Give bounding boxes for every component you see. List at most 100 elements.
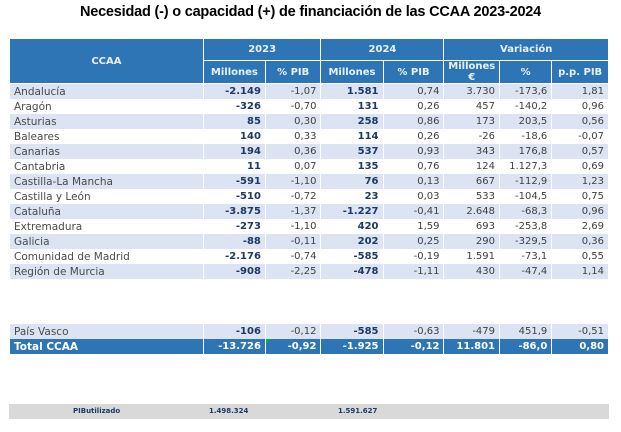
cell-p2023: -0,74: [264, 249, 322, 264]
cell-m2024: -585: [320, 324, 384, 339]
cell-m2023: -2.176: [202, 249, 266, 264]
cell-vpp: -0,51: [551, 324, 609, 339]
table-row: Cantabria 11 0,07 135 0,76 124 1.127,3 0,69: [9, 159, 609, 174]
cell-vp: 176,8: [499, 144, 553, 159]
spacer-cell: [9, 279, 609, 294]
cell-vm: 1.591: [443, 249, 501, 264]
cell-vpp: 0,75: [551, 189, 609, 204]
cell-vpp: 0,36: [551, 234, 609, 249]
cell-m2024: 1.581: [320, 83, 384, 99]
cell-vpp: 1,81: [551, 83, 609, 99]
cell-p2024: 0,03: [382, 189, 445, 204]
cell-vp: -18,6: [499, 129, 553, 144]
subheader-pib-2024: % PIB: [382, 60, 445, 84]
subheader-millones-2023: Millones: [202, 60, 266, 84]
spacer-cell: [9, 309, 609, 324]
cell-m2023: -3.875: [202, 204, 266, 219]
cell-vpp: 0,80: [551, 339, 609, 354]
cell-vpp: 0,96: [551, 204, 609, 219]
cell-ccaa-name: Castilla y León: [9, 189, 204, 204]
cell-p2023: 0,07: [264, 159, 322, 174]
cell-ccaa-name: Canarias: [9, 144, 204, 159]
cell-p2023: 0,30: [264, 114, 322, 129]
cell-vpp: 0,55: [551, 249, 609, 264]
cell-vpp: 0,57: [551, 144, 609, 159]
subheader-variacion-pct: %: [499, 60, 553, 84]
table-row: Canarias 194 0,36 537 0,93 343 176,8 0,57: [9, 144, 609, 159]
cell-p2024: -1,11: [382, 264, 445, 279]
cell-m2024: 537: [320, 144, 384, 159]
cell-vp: -173,6: [499, 83, 553, 99]
cell-vpp: 0,56: [551, 114, 609, 129]
cell-ccaa-name: Región de Murcia: [9, 264, 204, 279]
table-row: Aragón -326 -0,70 131 0,26 457 -140,2 0,96: [9, 99, 609, 114]
table-row: Baleares 140 0,33 114 0,26 -26 -18,6 -0,07: [9, 129, 609, 144]
cell-m2023: 140: [202, 129, 266, 144]
cell-vm: 124: [443, 159, 501, 174]
cell-vm: -26: [443, 129, 501, 144]
cell-m2023: 194: [202, 144, 266, 159]
table-title: Necesidad (-) o capacidad (+) de financi…: [79, 4, 542, 20]
cell-m2023: -591: [202, 174, 266, 189]
table-row: Andalucía -2.149 -1,07 1.581 0,74 3.730 -173,6…: [9, 83, 609, 99]
cell-p2024: 0,26: [382, 99, 445, 114]
cell-m2023: 85: [202, 114, 266, 129]
cell-vm: -479: [443, 324, 501, 339]
table-row: Castilla y León -510 -0,72 23 0,03 533 -104,5 0…: [9, 189, 609, 204]
cell-vp: 203,5: [499, 114, 553, 129]
cell-vp: -86,0: [499, 339, 553, 354]
cell-vpp: 1,23: [551, 174, 609, 189]
cell-m2024: 23: [320, 189, 384, 204]
subheader-pib-2023: % PIB: [264, 60, 322, 84]
cell-vpp: 2,69: [551, 219, 609, 234]
cell-p2023: 0,36: [264, 144, 322, 159]
cell-m2023: -510: [202, 189, 266, 204]
cell-vm: 430: [443, 264, 501, 279]
cell-vm: 693: [443, 219, 501, 234]
cell-p2024: -0,41: [382, 204, 445, 219]
cell-vm: 343: [443, 144, 501, 159]
pib-utilizado-2024: 1.591.627: [338, 407, 378, 415]
cell-vp: 451,9: [499, 324, 553, 339]
cell-ccaa-name: Asturias: [9, 114, 204, 129]
table-row: Galicia -88 -0,11 202 0,25 290 -329,5 0,36: [9, 234, 609, 249]
header-group-variacion: Variación: [443, 38, 609, 61]
cell-p2023: -0,70: [264, 99, 322, 114]
cell-m2024: -1.925: [320, 339, 384, 354]
cell-vm: 173: [443, 114, 501, 129]
pib-utilizado-row: PIButilizado 1.498.324 1.591.627: [9, 404, 609, 419]
cell-p2024: 0,25: [382, 234, 445, 249]
spacer-row: [9, 294, 609, 309]
cell-vm: 3.730: [443, 83, 501, 99]
cell-ccaa-name: Extremadura: [9, 219, 204, 234]
cell-m2024: -585: [320, 249, 384, 264]
cell-p2023: -1,10: [264, 219, 322, 234]
pib-utilizado-2023: 1.498.324: [209, 407, 249, 415]
cell-vm: 2.648: [443, 204, 501, 219]
cell-p2023: -2,25: [264, 264, 322, 279]
pib-utilizado-label: PIButilizado: [73, 407, 121, 415]
financing-table: CCAA 2023 2024 Variación Millones % PIB …: [9, 38, 609, 354]
cell-p2023: -0,72: [264, 189, 322, 204]
cell-ccaa-name: Galicia: [9, 234, 204, 249]
cell-vm: 533: [443, 189, 501, 204]
cell-vp: -68,3: [499, 204, 553, 219]
cell-p2024: 1,59: [382, 219, 445, 234]
cell-m2023: -13.726: [202, 339, 266, 354]
cell-p2024: -0,12: [382, 339, 445, 354]
spacer-cell: [9, 294, 609, 309]
cell-vpp: 1,14: [551, 264, 609, 279]
cell-m2024: 202: [320, 234, 384, 249]
subheader-millones-2024: Millones: [320, 60, 384, 84]
cell-p2024: 0,93: [382, 144, 445, 159]
cell-p2024: -0,63: [382, 324, 445, 339]
cell-m2024: 135: [320, 159, 384, 174]
table-row: Región de Murcia -908 -2,25 -478 -1,11 430 -47…: [9, 264, 609, 279]
table-row: Asturias 85 0,30 258 0,86 173 203,5 0,56: [9, 114, 609, 129]
cell-m2023: -908: [202, 264, 266, 279]
cell-p2023: 0,33: [264, 129, 322, 144]
cell-m2024: 131: [320, 99, 384, 114]
cell-p2024: 0,26: [382, 129, 445, 144]
cell-ccaa-name: Cataluña: [9, 204, 204, 219]
cell-p2024: 0,86: [382, 114, 445, 129]
